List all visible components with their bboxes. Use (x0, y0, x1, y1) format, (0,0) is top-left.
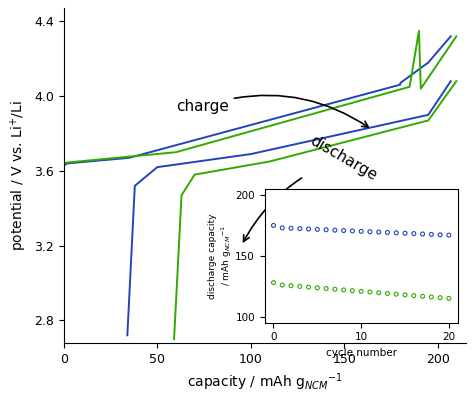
Text: charge: charge (176, 95, 368, 127)
Y-axis label: potential / V vs. Li$^{+}$/Li: potential / V vs. Li$^{+}$/Li (9, 100, 28, 251)
Text: discharge: discharge (244, 133, 379, 241)
X-axis label: capacity / mAh g$_{NCM}$$^{-1}$: capacity / mAh g$_{NCM}$$^{-1}$ (187, 371, 343, 393)
